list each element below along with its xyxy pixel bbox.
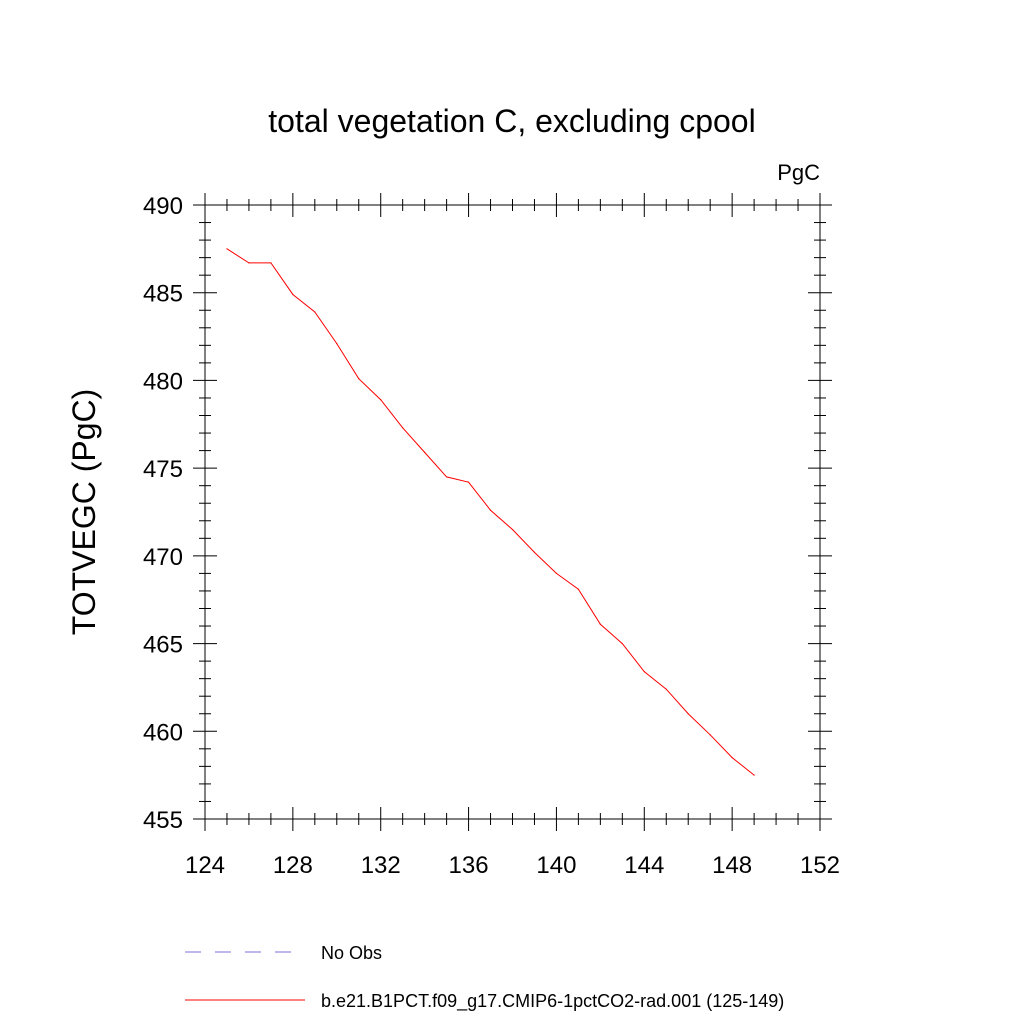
series-layer [226, 248, 755, 776]
data-point [336, 342, 338, 345]
x-tick-label: 124 [185, 852, 225, 879]
data-point [489, 509, 492, 511]
data-point [555, 572, 558, 575]
data-point [292, 293, 294, 296]
x-tick-label: 144 [624, 852, 664, 879]
x-tick-label: 132 [361, 852, 401, 879]
data-point [709, 734, 711, 736]
data-point [511, 528, 514, 531]
x-tick-label: 136 [449, 852, 489, 879]
data-point [533, 551, 536, 553]
y-tick-label: 485 [143, 281, 183, 308]
y-tick-label: 465 [143, 632, 183, 659]
data-point [248, 262, 250, 264]
x-tick-label: 140 [536, 852, 576, 879]
y-tick-label: 475 [143, 456, 183, 483]
data-point [270, 262, 272, 264]
y-axis-label: TOTVEGC (PgC) [66, 389, 102, 636]
data-point [665, 688, 667, 690]
data-point [446, 476, 448, 478]
data-point [314, 311, 316, 313]
data-point [467, 481, 470, 483]
data-point [687, 713, 689, 715]
data-point [358, 378, 360, 380]
x-tick-label: 128 [273, 852, 313, 879]
data-point [380, 399, 382, 401]
series-line [226, 248, 755, 776]
data-point [226, 248, 228, 250]
y-tick-label: 480 [143, 368, 183, 395]
units-label: PgC [777, 160, 820, 185]
data-point [577, 588, 579, 590]
legend-label: No Obs [321, 943, 382, 963]
data-point [643, 671, 645, 673]
y-tick-label: 460 [143, 719, 183, 746]
data-point [753, 774, 755, 776]
x-tick-label: 148 [712, 852, 752, 879]
y-tick-label: 455 [143, 807, 183, 834]
chart-title: total vegetation C, excluding cpool [268, 103, 755, 139]
data-point [402, 427, 404, 429]
legend-label: b.e21.B1PCT.f09_g17.CMIP6-1pctCO2-rad.00… [321, 991, 784, 1012]
y-tick-label: 490 [143, 193, 183, 220]
legend: No Obs b.e21.B1PCT.f09_g17.CMIP6-1pctCO2-… [185, 943, 784, 1012]
data-point [424, 451, 426, 453]
data-point [599, 623, 601, 625]
y-tick-label: 470 [143, 544, 183, 571]
plot-frame [204, 204, 821, 820]
x-tick-label: 152 [800, 852, 840, 879]
data-point [621, 642, 623, 645]
axis-tick-labels: 124 128 132 136 140 144 148 152 455 460 465 470 475 4… [143, 193, 840, 879]
data-point [731, 757, 733, 759]
